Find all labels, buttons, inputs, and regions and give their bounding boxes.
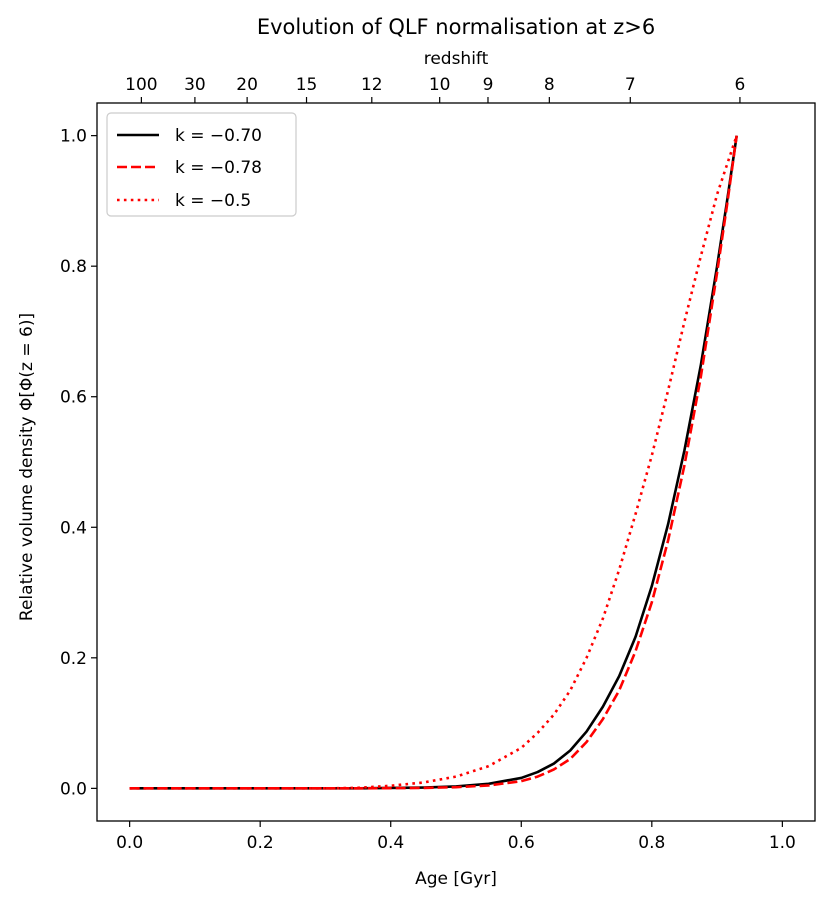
top-tick-label-7: 8 bbox=[544, 75, 555, 95]
y-tick-label-0: 0.0 bbox=[60, 779, 87, 799]
y-axis-label: Relative volume density Φ[Φ(z = 6)] bbox=[17, 313, 37, 621]
series-line-0 bbox=[129, 135, 738, 790]
top-tick-label-6: 9 bbox=[483, 75, 494, 95]
x-tick-label-3: 0.6 bbox=[508, 833, 535, 853]
top-tick-label-1: 30 bbox=[184, 75, 206, 95]
legend: k = −0.70 k = −0.78 k = −0.5 bbox=[106, 112, 297, 217]
plot-area bbox=[129, 135, 738, 790]
top-tick-label-0: 100 bbox=[125, 75, 157, 95]
top-tick-label-3: 15 bbox=[296, 75, 318, 95]
x-tick-label-0: 0.0 bbox=[116, 833, 143, 853]
series-line-1 bbox=[129, 135, 738, 790]
y-tick-label-2: 0.4 bbox=[60, 518, 87, 538]
legend-label-k-05: k = −0.5 bbox=[175, 191, 251, 211]
legend-label-k-070: k = −0.70 bbox=[175, 126, 262, 146]
top-tick-label-4: 12 bbox=[361, 75, 383, 95]
y-tick-label-1: 0.2 bbox=[60, 649, 87, 669]
top-tick-label-9: 6 bbox=[735, 75, 746, 95]
axis-ticks: 0.0 0.2 0.4 0.6 0.8 1.0 0.0 0.2 0.4 0.6 0.8 1.0 100 3… bbox=[60, 75, 796, 853]
x-tick-label-5: 1.0 bbox=[769, 833, 796, 853]
legend-label-k-078: k = −0.78 bbox=[175, 158, 262, 178]
top-axis-label: redshift bbox=[424, 49, 489, 69]
x-tick-label-2: 0.4 bbox=[377, 833, 404, 853]
x-axis-label: Age [Gyr] bbox=[415, 869, 497, 889]
top-tick-label-2: 20 bbox=[236, 75, 258, 95]
top-tick-label-5: 10 bbox=[429, 75, 451, 95]
top-tick-label-8: 7 bbox=[625, 75, 636, 95]
series-line-2 bbox=[129, 135, 738, 790]
plot-frame bbox=[96, 102, 816, 822]
y-tick-label-3: 0.6 bbox=[60, 388, 87, 408]
chart-title: Evolution of QLF normalisation at z>6 bbox=[257, 15, 655, 39]
x-tick-label-1: 0.2 bbox=[247, 833, 274, 853]
y-tick-label-4: 0.8 bbox=[60, 257, 87, 277]
legend-box bbox=[106, 112, 297, 217]
y-tick-label-5: 1.0 bbox=[60, 127, 87, 147]
x-tick-label-4: 0.8 bbox=[638, 833, 665, 853]
